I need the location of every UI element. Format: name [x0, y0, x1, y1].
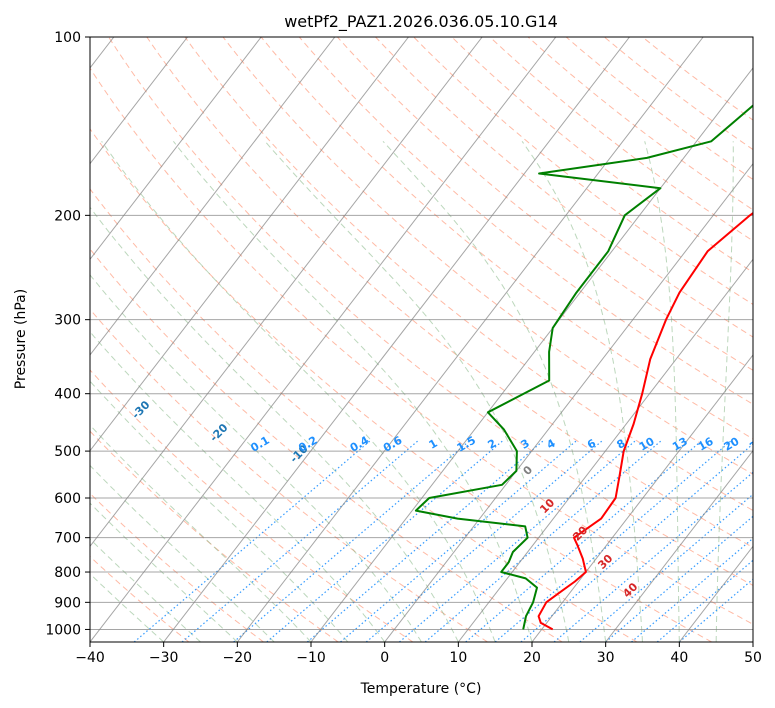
isobar-grid [90, 37, 753, 630]
y-tick-label: 300 [54, 313, 81, 329]
temperature-line [537, 211, 753, 631]
axes: −40 −30 −20 −10 0 10 20 30 40 50 1000 900 800 700 600 5… [45, 30, 762, 666]
x-tick-label: 0 [380, 650, 389, 666]
dry-adiabat-line [90, 248, 563, 642]
isotherm-line [90, 37, 336, 356]
dry-adiabat-line [298, 37, 753, 405]
y-tick-label: 400 [54, 387, 81, 403]
isotherm-line [90, 37, 483, 548]
x-tick-label: −30 [149, 650, 179, 666]
x-tick-label: −40 [75, 650, 105, 666]
isotherm-line [90, 37, 188, 165]
x-tick-label: 20 [523, 650, 541, 666]
dry-adiabat-line [90, 188, 638, 642]
y-tick-label: 600 [54, 491, 81, 507]
plot-frame [89, 36, 754, 643]
isotherm-line [605, 449, 753, 642]
mixing-ratio-label: 25 [747, 435, 767, 454]
y-tick-label: 100 [54, 30, 81, 46]
dry-adiabat-line [375, 37, 753, 338]
x-axis-label: Temperature (°C) [360, 681, 482, 697]
y-tick-label: 800 [54, 565, 81, 581]
isotherm-line [457, 258, 753, 642]
dry-adiabat-line [146, 37, 753, 549]
isotherm-line [90, 37, 262, 261]
chart-title: wetPf2_PAZ1.2026.036.05.10.G14 [284, 12, 558, 32]
x-tick-label: 10 [449, 650, 467, 666]
x-tick-label: 40 [670, 650, 688, 666]
dry-adiabat-line [90, 67, 753, 625]
x-tick-label: 30 [597, 650, 615, 666]
x-tick-label: 50 [744, 650, 762, 666]
y-axis-label: Pressure (hPa) [13, 289, 29, 389]
dry-adiabat-line [108, 37, 753, 586]
isotherm-line [310, 67, 753, 642]
isotherm-line [531, 354, 753, 642]
isotherm-line [90, 37, 409, 452]
dry-adiabat-line [90, 308, 488, 642]
dewpoint-line [414, 104, 753, 630]
dry-adiabat-line [90, 555, 190, 642]
isotherm-line [384, 162, 753, 642]
isotherm-grid [90, 37, 753, 642]
x-tick-label: −10 [296, 650, 326, 666]
isotherm-line [90, 37, 557, 642]
y-tick-label: 500 [54, 444, 81, 460]
x-tick-label: −20 [223, 650, 253, 666]
y-tick-label: 700 [54, 531, 81, 547]
dry-adiabat-line [90, 430, 339, 642]
y-tick-label: 900 [54, 595, 81, 611]
profile-series [414, 104, 753, 631]
isotherm-line [163, 37, 630, 642]
y-tick-label: 200 [54, 208, 81, 224]
y-tick-label: 1000 [45, 622, 81, 638]
isotherm-line [236, 37, 704, 642]
dry-adiabat-line [337, 37, 753, 371]
